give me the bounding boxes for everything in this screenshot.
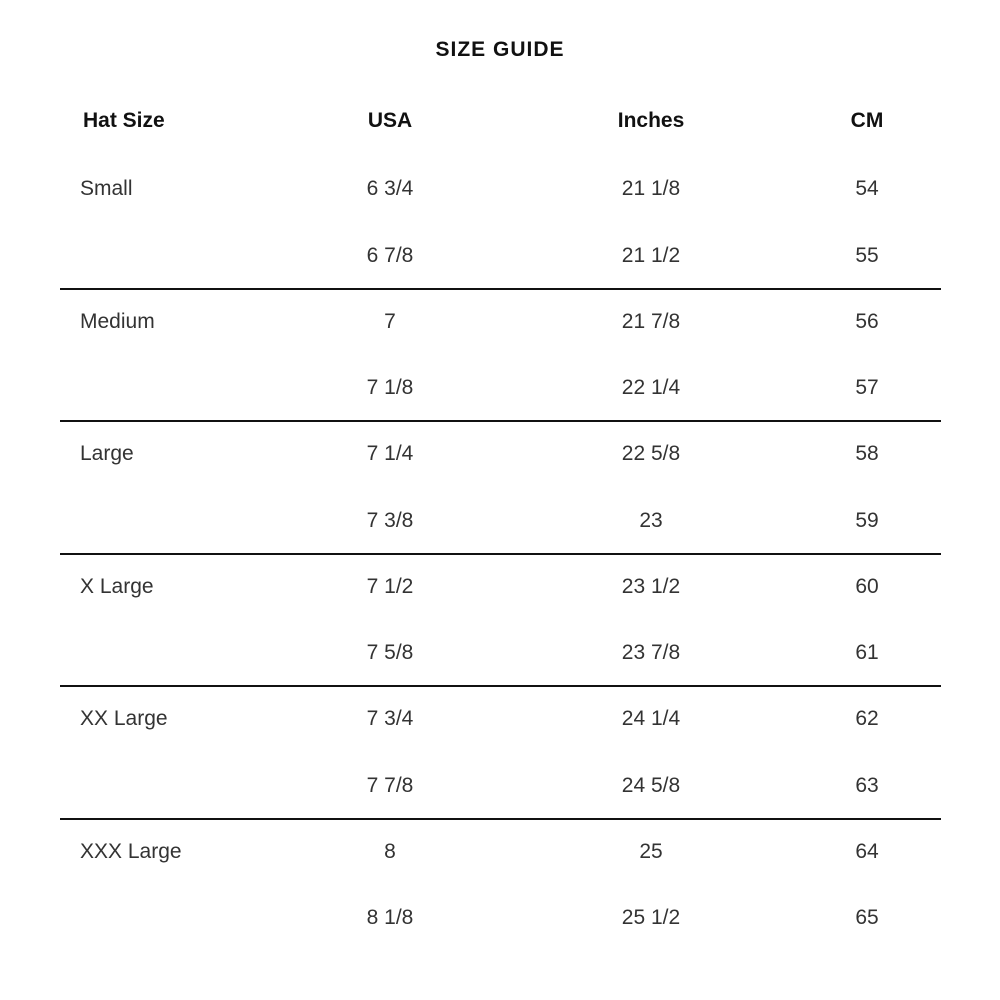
inches-cell: 23 1/2 (621, 574, 681, 598)
cm-cell: 58 (855, 442, 879, 465)
cm-cell: 64 (855, 839, 879, 863)
usa-cell: 7 1/4 (366, 442, 414, 465)
cm-cell: 55 (855, 243, 879, 267)
cm-cell: 62 (855, 707, 879, 730)
usa-cell: 7 1/8 (366, 376, 414, 399)
hat-size-label: Medium (80, 309, 155, 333)
inches-cell: 24 5/8 (621, 773, 681, 797)
hat-size-label: Small (80, 177, 133, 200)
inches-cell: 21 1/2 (621, 243, 681, 267)
usa-cell: 8 (384, 839, 396, 863)
cm-cell: 59 (855, 508, 879, 532)
usa-cell: 7 5/8 (366, 641, 414, 664)
cm-cell: 54 (855, 177, 879, 200)
inches-cell: 22 1/4 (621, 376, 681, 399)
inches-cell: 21 7/8 (621, 309, 681, 333)
header-cm: CM (850, 109, 884, 132)
inches-cell: 24 1/4 (621, 707, 681, 730)
group-divider (60, 288, 941, 290)
cm-cell: 65 (855, 906, 879, 929)
inches-cell: 22 5/8 (621, 442, 681, 465)
usa-cell: 8 1/8 (366, 906, 414, 929)
cm-cell: 60 (855, 574, 879, 598)
header-usa: USA (367, 109, 413, 132)
cm-cell: 56 (855, 309, 879, 333)
page-title: SIZE GUIDE (435, 38, 565, 61)
hat-size-label: XXX Large (80, 839, 182, 863)
inches-cell: 23 (639, 508, 663, 532)
usa-cell: 7 (384, 309, 396, 333)
group-divider (60, 552, 941, 555)
usa-cell: 6 3/4 (366, 177, 414, 200)
cm-cell: 63 (855, 773, 879, 797)
hat-size-label: XX Large (80, 707, 168, 730)
usa-cell: 7 7/8 (366, 773, 414, 797)
usa-cell: 6 7/8 (366, 243, 414, 267)
usa-cell: 7 3/8 (366, 508, 414, 532)
header-hat-size: Hat Size (83, 109, 165, 132)
inches-cell: 21 1/8 (621, 177, 681, 200)
usa-cell: 7 1/2 (366, 574, 414, 598)
cm-cell: 57 (855, 376, 879, 399)
group-divider (60, 685, 941, 688)
header-inches: Inches (617, 109, 685, 132)
hat-size-label: X Large (80, 574, 154, 598)
group-divider (60, 420, 941, 423)
inches-cell: 23 7/8 (621, 641, 681, 664)
inches-cell: 25 (639, 839, 663, 863)
inches-cell: 25 1/2 (621, 906, 681, 929)
cm-cell: 61 (855, 641, 879, 664)
usa-cell: 7 3/4 (366, 707, 414, 730)
hat-size-label: Large (80, 442, 134, 465)
group-divider (60, 817, 941, 820)
